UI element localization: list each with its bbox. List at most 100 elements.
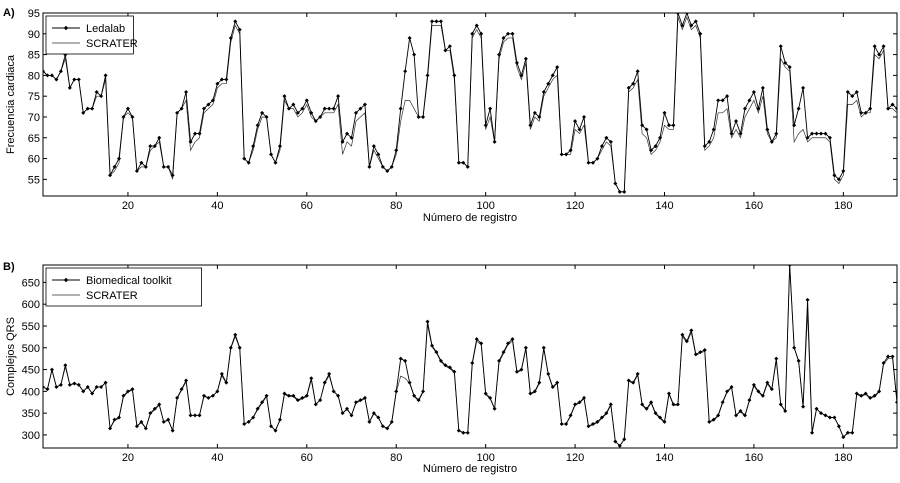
data-point <box>54 385 59 389</box>
data-point <box>586 160 591 165</box>
data-point <box>649 148 654 153</box>
data-point <box>425 319 430 324</box>
legend-label: SCRATER <box>86 290 138 302</box>
data-point <box>827 135 832 140</box>
data-point <box>242 422 247 427</box>
data-point <box>666 123 671 128</box>
data-point <box>188 139 193 144</box>
data-point <box>407 35 412 40</box>
y-tick-label: 85 <box>28 50 40 62</box>
data-point <box>675 13 680 15</box>
data-point <box>121 114 126 119</box>
data-point <box>157 402 162 407</box>
data-point <box>371 411 376 416</box>
data-point <box>653 144 658 149</box>
data-point <box>175 395 180 400</box>
legend-box <box>45 267 203 307</box>
data-point <box>702 347 707 352</box>
data-point <box>492 406 497 411</box>
data-point <box>649 400 654 405</box>
data-point <box>125 389 130 394</box>
plot-frame <box>42 264 898 449</box>
data-point <box>112 417 117 422</box>
data-point <box>608 139 613 144</box>
data-point <box>166 164 171 169</box>
data-point <box>112 164 117 169</box>
panel-a: A) 20 40 60 80 100 120 140 160 180 55 60 65 70 75 80 85 9… <box>3 7 898 224</box>
data-point <box>134 169 139 174</box>
series-line <box>43 16 897 193</box>
data-point <box>291 102 296 107</box>
data-point <box>863 110 868 115</box>
data-point <box>796 106 801 111</box>
data-point <box>783 60 788 65</box>
data-point <box>81 110 86 115</box>
data-point <box>117 415 122 420</box>
data-point <box>318 398 323 403</box>
data-point <box>201 393 206 398</box>
data-point <box>716 413 721 418</box>
data-point <box>148 144 153 149</box>
data-point <box>255 406 260 411</box>
data-point <box>488 395 493 400</box>
x-tick-label: 140 <box>655 452 673 464</box>
data-point <box>537 114 542 119</box>
data-point <box>483 123 488 128</box>
data-point <box>774 131 779 136</box>
data-point <box>300 395 305 400</box>
legend-marker <box>63 277 69 283</box>
data-point <box>751 382 756 387</box>
data-point <box>555 65 560 70</box>
data-point <box>738 131 743 136</box>
data-point <box>443 48 448 53</box>
data-point <box>184 90 189 95</box>
data-point <box>45 73 50 78</box>
data-point <box>747 98 752 103</box>
data-point <box>872 393 877 398</box>
data-point <box>447 44 452 49</box>
data-point <box>438 358 443 363</box>
data-point <box>237 27 242 32</box>
data-point <box>313 119 318 124</box>
data-point <box>787 265 792 267</box>
data-point <box>801 85 806 90</box>
data-point <box>514 369 519 374</box>
y-tick-label: 80 <box>28 70 40 82</box>
data-point <box>859 393 864 398</box>
data-point <box>376 152 381 157</box>
data-point <box>429 343 434 348</box>
data-point <box>626 378 631 383</box>
data-point <box>653 411 658 416</box>
data-point <box>309 376 314 381</box>
data-point <box>886 106 891 111</box>
data-point <box>514 60 519 65</box>
data-point <box>215 389 220 394</box>
data-point <box>130 114 135 119</box>
data-point <box>550 73 555 78</box>
data-point <box>774 356 779 361</box>
data-point <box>644 127 649 132</box>
data-point <box>640 402 645 407</box>
x-tick-label: 40 <box>211 200 223 212</box>
data-point <box>443 363 448 368</box>
data-point <box>456 428 461 433</box>
data-point <box>510 31 515 36</box>
data-point <box>228 35 233 40</box>
data-point <box>125 106 130 111</box>
data-point <box>282 94 287 99</box>
data-point <box>394 148 399 153</box>
data-point <box>340 411 345 416</box>
data-point <box>121 393 126 398</box>
data-point <box>179 387 184 392</box>
data-point <box>760 85 765 90</box>
data-point <box>742 106 747 111</box>
data-point <box>345 406 350 411</box>
data-point <box>407 380 412 385</box>
data-point <box>818 411 823 416</box>
data-point <box>327 106 332 111</box>
x-tick-label: 140 <box>655 200 673 212</box>
data-point <box>497 52 502 57</box>
data-point <box>751 90 756 95</box>
data-point <box>206 102 211 107</box>
data-point <box>814 131 819 136</box>
